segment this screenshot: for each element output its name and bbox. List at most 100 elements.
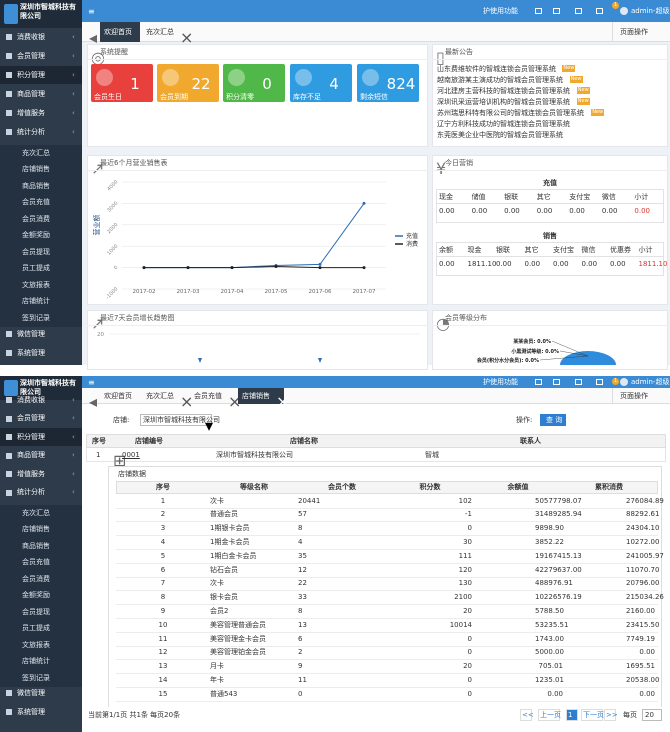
toolbar-icon xyxy=(596,8,603,14)
per-page-select[interactable] xyxy=(642,709,662,721)
notice-item[interactable]: 东莞医美企业中医院的智城会员管理系统 xyxy=(437,130,563,139)
submenu-item[interactable]: 金额奖励 xyxy=(22,231,50,239)
page-button-label[interactable]: >> xyxy=(606,710,618,719)
menu-item[interactable]: 微信管理 xyxy=(17,688,45,697)
submenu-item[interactable]: 会员充值 xyxy=(22,198,50,206)
pie-label: 小黑测试等级: 0.0% xyxy=(511,348,559,355)
menu-item[interactable]: 系统管理 xyxy=(17,348,45,357)
table-cell: 0.00 xyxy=(439,259,455,268)
table-cell: 0.00 xyxy=(569,206,585,215)
notice-item[interactable]: 辽宁方利科技成功的智城连锁会员管理系统 xyxy=(437,119,570,128)
menu-item[interactable]: 增值服务 xyxy=(17,469,45,478)
submenu-item[interactable]: 金额奖励 xyxy=(22,591,50,599)
notice-item[interactable]: 河北建房主营科技的智城连锁会员管理系统 xyxy=(437,86,570,95)
table-cell: 0.00 xyxy=(553,259,569,268)
table-cell: 0.00 xyxy=(610,259,626,268)
menu-item[interactable]: 会员管理 xyxy=(17,414,45,422)
tab-close[interactable]: × xyxy=(180,391,194,411)
page-button[interactable] xyxy=(538,709,560,721)
help-link[interactable]: 护使用功能 xyxy=(483,6,518,15)
section-title: 店铺数据 xyxy=(118,469,146,478)
submenu-item[interactable]: 充次汇总 xyxy=(22,148,50,157)
submenu-item[interactable]: 店铺销售 xyxy=(22,525,50,533)
select-value[interactable]: 深圳市智城科技有限公司 xyxy=(143,415,220,424)
help-link[interactable]: 护使用功能 xyxy=(483,377,518,386)
submenu-item[interactable]: 店铺统计 xyxy=(22,657,50,665)
menu-toggle[interactable]: ≡ xyxy=(88,377,95,387)
menu-item[interactable]: 统计分析 xyxy=(17,488,45,496)
submenu-item[interactable]: 签到记录 xyxy=(22,313,50,322)
submenu-item[interactable]: 商品销售 xyxy=(22,541,50,550)
menu-item[interactable]: 商品管理 xyxy=(17,451,45,459)
store-data-header-bg xyxy=(116,481,658,494)
submenu-item[interactable]: 员工提成 xyxy=(22,624,50,632)
page-ops[interactable]: 页面操作 xyxy=(620,391,648,400)
page-button-label[interactable]: 下一页 xyxy=(583,710,604,719)
menu-item[interactable]: 积分管理 xyxy=(17,70,45,79)
submenu-item[interactable]: 会员消费 xyxy=(22,574,50,583)
page-button[interactable] xyxy=(604,709,616,721)
page-button[interactable] xyxy=(520,709,532,721)
series-line xyxy=(144,203,365,269)
query-button-label[interactable]: 查 询 xyxy=(546,415,563,424)
table-cell: 14 xyxy=(158,675,168,684)
notice-item[interactable]: 越南旅游某主演成功的智城会员管理系统 xyxy=(437,75,563,84)
notice-item[interactable]: 深圳讯采运营培训机构的智城会员管理系统 xyxy=(437,97,570,106)
submenu-item[interactable]: 文旅报表 xyxy=(22,640,50,649)
submenu-item[interactable]: 签到记录 xyxy=(22,673,50,682)
table-cell: 20796.00 xyxy=(626,579,660,588)
expand-icon[interactable]: ⊞ xyxy=(113,450,127,470)
tab[interactable]: 店铺销售 xyxy=(242,391,270,400)
menu-toggle[interactable]: ≡ xyxy=(88,6,95,16)
menu-item[interactable]: 系统管理 xyxy=(17,707,45,716)
submenu-item[interactable]: 会员提现 xyxy=(22,607,50,616)
table-cell: 普通会员 xyxy=(210,510,238,519)
tab-bar xyxy=(82,388,670,404)
submenu-item[interactable]: 会员消费 xyxy=(22,214,50,223)
table-cell: 7 xyxy=(160,579,166,588)
menu-item[interactable]: 商品管理 xyxy=(17,89,45,98)
tab[interactable]: 充次汇总 xyxy=(146,27,174,36)
menu-item[interactable]: 会员管理 xyxy=(17,51,45,60)
menu-item[interactable]: 统计分析 xyxy=(17,127,45,136)
row-line xyxy=(116,617,658,619)
menu-item[interactable]: 消费收银 xyxy=(17,32,45,41)
tab[interactable]: 欢迎首页 xyxy=(104,391,132,400)
tab-close[interactable]: × xyxy=(180,27,194,47)
tab[interactable]: 会员充值 xyxy=(194,391,222,400)
menu-item[interactable]: 微信管理 xyxy=(17,329,45,338)
table-cell: 0 xyxy=(467,634,472,643)
table-cell: 0.00 xyxy=(634,206,651,215)
page-button-label[interactable]: 1 xyxy=(568,710,573,719)
page-button-label[interactable]: << xyxy=(522,710,534,719)
table-header: 银联 xyxy=(496,245,510,254)
menu-item[interactable]: 消费收银 xyxy=(17,395,45,404)
panel-icon: ↗ xyxy=(91,313,105,333)
submenu-item[interactable]: 店铺统计 xyxy=(22,297,50,305)
select-arrow[interactable]: ▾ xyxy=(205,415,214,435)
page-ops[interactable]: 页面操作 xyxy=(620,27,648,36)
submenu-item[interactable]: 员工提成 xyxy=(22,264,50,272)
submenu-item[interactable]: 会员充值 xyxy=(22,558,50,566)
page-button-label[interactable]: 上一页 xyxy=(540,710,561,719)
page-button[interactable] xyxy=(566,709,578,721)
table-box xyxy=(436,242,664,276)
submenu-item[interactable]: 商品销售 xyxy=(22,181,50,190)
menu-item[interactable]: 增值服务 xyxy=(17,108,45,117)
submenu-item[interactable]: 店铺销售 xyxy=(22,165,50,173)
notice-item[interactable]: 山东费维软件的智城连锁会员管理系统 xyxy=(437,64,556,73)
per-page-value[interactable]: 20 xyxy=(645,710,654,719)
tab[interactable]: 欢迎首页 xyxy=(104,27,132,36)
tab[interactable]: 充次汇总 xyxy=(146,391,174,400)
store-code[interactable]: 0001 xyxy=(122,450,140,459)
page-button[interactable] xyxy=(581,709,603,721)
panel xyxy=(432,310,668,370)
submenu-item[interactable]: 充次汇总 xyxy=(22,508,50,517)
submenu-item[interactable]: 会员提现 xyxy=(22,247,50,256)
submenu-item[interactable]: 文旅报表 xyxy=(22,280,50,289)
table-header: 支付宝 xyxy=(569,192,591,201)
menu-item[interactable]: 积分管理 xyxy=(17,432,45,441)
notice-item[interactable]: 苏州瑞思科特有限公司的智城连锁会员管理系统 xyxy=(437,108,584,117)
query-button[interactable] xyxy=(540,414,566,426)
tab-close[interactable]: × xyxy=(276,391,290,411)
